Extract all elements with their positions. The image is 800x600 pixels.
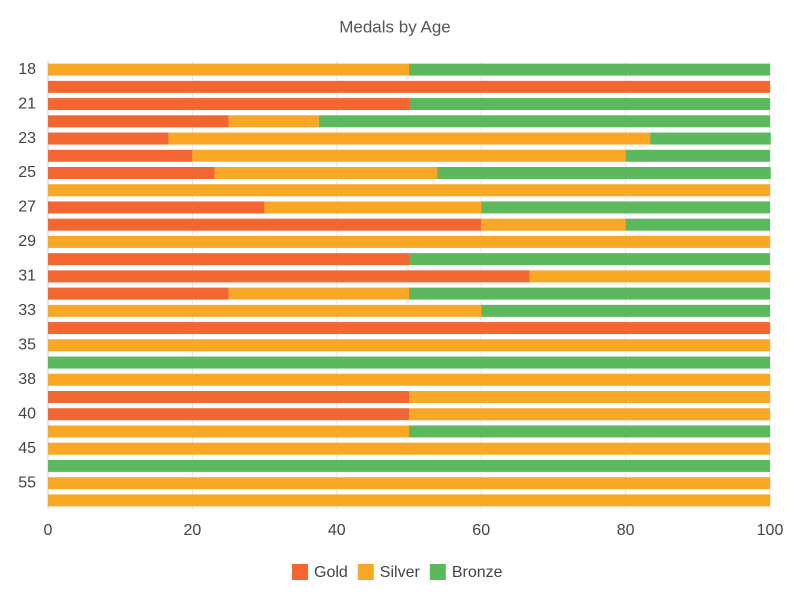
- bar-segment: [48, 391, 409, 403]
- legend-label: Silver: [380, 564, 421, 581]
- bar-segment: [264, 201, 482, 214]
- bar-segment: [650, 132, 771, 145]
- bar-segment: [228, 115, 319, 128]
- bar-segment: [625, 149, 770, 162]
- bar-segment: [48, 322, 770, 335]
- chart-title: Medals by Age: [339, 17, 451, 36]
- bar-segment: [409, 391, 770, 403]
- bar-segment: [437, 167, 771, 179]
- bar-segment: [48, 304, 482, 317]
- bar-segment: [48, 80, 770, 93]
- bar-segment: [192, 149, 626, 162]
- bar-segment: [529, 270, 770, 283]
- y-tick-label: 40: [18, 405, 36, 422]
- bar-segment: [48, 373, 770, 386]
- y-tick-label: 21: [18, 95, 36, 112]
- bar-segment: [481, 304, 770, 317]
- bar-segment: [409, 98, 770, 111]
- bar-segment: [214, 167, 438, 179]
- x-tick-label: 40: [328, 522, 346, 539]
- legend-label: Bronze: [452, 564, 503, 581]
- bar-segment: [481, 201, 770, 214]
- bar-segment: [48, 339, 770, 352]
- bar-segment: [48, 218, 482, 231]
- bar-segment: [48, 442, 770, 455]
- bar-segment: [48, 408, 409, 421]
- bar-segment: [48, 184, 770, 197]
- bar-segment: [48, 98, 409, 111]
- bar-segment: [48, 270, 530, 283]
- legend-swatch: [357, 564, 374, 580]
- bar-segment: [48, 459, 770, 472]
- bar-segment: [409, 425, 770, 438]
- bar-segment: [48, 253, 409, 266]
- legend-swatch: [292, 564, 308, 580]
- y-tick-label: 35: [18, 337, 36, 354]
- x-tick-label: 80: [617, 522, 635, 539]
- bar-segment: [48, 494, 770, 507]
- bar-segment: [48, 167, 215, 179]
- bar-segment: [409, 253, 770, 266]
- y-tick-label: 18: [18, 61, 36, 78]
- y-tick-label: 31: [18, 268, 36, 285]
- bar-segment: [481, 218, 626, 231]
- x-tick-label: 0: [44, 522, 53, 539]
- bar-segment: [318, 115, 770, 128]
- bar-segment: [48, 425, 409, 438]
- x-tick-label: 100: [757, 522, 784, 539]
- legend-swatch: [429, 564, 446, 580]
- x-tick-label: 20: [184, 522, 202, 539]
- bar-segment: [48, 235, 770, 248]
- bar-segment: [48, 149, 193, 162]
- bar-segment: [48, 356, 770, 369]
- y-tick-label: 55: [18, 474, 36, 491]
- bar-segment: [168, 132, 651, 145]
- bar-segment: [48, 63, 409, 76]
- bar-segment: [625, 218, 770, 231]
- bar-segment: [228, 287, 409, 300]
- bar-segment: [409, 287, 770, 300]
- y-tick-label: 29: [18, 233, 36, 250]
- legend-label: Gold: [314, 564, 348, 581]
- y-tick-label: 27: [18, 199, 36, 216]
- y-tick-label: 33: [18, 302, 36, 319]
- bar-segment: [409, 63, 770, 76]
- bar-segment: [409, 408, 770, 421]
- y-tick-label: 38: [18, 371, 36, 388]
- y-tick-label: 25: [18, 164, 36, 181]
- bar-segment: [48, 201, 265, 214]
- bar-segment: [48, 115, 229, 128]
- y-tick-label: 45: [18, 440, 36, 457]
- y-tick-label: 23: [18, 130, 36, 147]
- x-tick-label: 60: [472, 522, 490, 539]
- bar-segment: [48, 287, 229, 300]
- bar-segment: [48, 477, 770, 490]
- bar-segment: [48, 132, 169, 145]
